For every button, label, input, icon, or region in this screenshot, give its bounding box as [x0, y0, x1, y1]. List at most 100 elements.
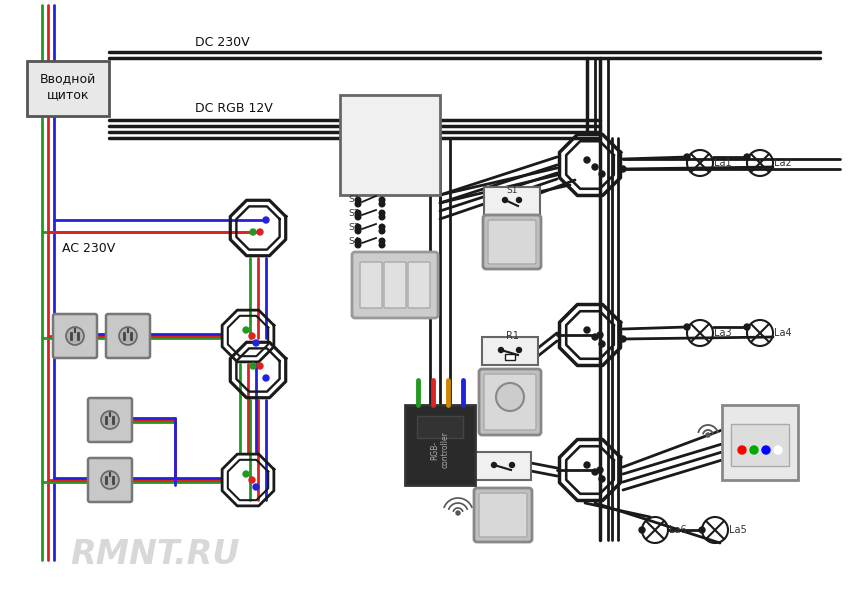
Circle shape — [257, 363, 263, 369]
Circle shape — [706, 433, 710, 437]
Circle shape — [738, 446, 746, 454]
FancyBboxPatch shape — [405, 405, 475, 485]
Circle shape — [744, 324, 750, 330]
Circle shape — [253, 484, 259, 490]
FancyBboxPatch shape — [352, 252, 438, 318]
FancyBboxPatch shape — [479, 493, 527, 537]
Circle shape — [379, 238, 385, 244]
Bar — [505, 354, 515, 360]
Circle shape — [639, 527, 645, 533]
FancyBboxPatch shape — [360, 262, 382, 308]
Circle shape — [584, 327, 590, 333]
Text: La6: La6 — [669, 525, 687, 535]
Circle shape — [498, 348, 503, 352]
Text: щиток: щиток — [47, 88, 89, 101]
Text: Вводной: Вводной — [40, 74, 96, 87]
Circle shape — [66, 327, 84, 345]
Circle shape — [249, 333, 255, 339]
Circle shape — [592, 469, 598, 475]
Circle shape — [243, 471, 249, 477]
Circle shape — [620, 336, 626, 342]
Text: La4: La4 — [774, 328, 791, 338]
FancyBboxPatch shape — [408, 262, 430, 308]
Circle shape — [355, 201, 360, 207]
FancyBboxPatch shape — [474, 488, 532, 542]
Circle shape — [355, 238, 360, 244]
Circle shape — [599, 171, 605, 177]
Circle shape — [250, 229, 256, 235]
FancyBboxPatch shape — [384, 262, 406, 308]
Circle shape — [509, 463, 514, 467]
Circle shape — [491, 463, 496, 467]
Circle shape — [684, 154, 690, 160]
FancyBboxPatch shape — [488, 220, 536, 264]
Circle shape — [101, 471, 119, 489]
FancyBboxPatch shape — [88, 458, 132, 502]
Circle shape — [379, 197, 385, 203]
Circle shape — [257, 229, 263, 235]
Circle shape — [456, 511, 460, 515]
Circle shape — [101, 411, 119, 429]
Circle shape — [597, 332, 603, 338]
Circle shape — [496, 383, 524, 411]
Circle shape — [355, 224, 360, 230]
FancyBboxPatch shape — [340, 95, 440, 195]
Circle shape — [750, 446, 758, 454]
Text: DC 230V: DC 230V — [195, 37, 250, 50]
Text: S1: S1 — [507, 186, 518, 195]
FancyBboxPatch shape — [482, 337, 538, 365]
Circle shape — [379, 210, 385, 216]
Circle shape — [584, 157, 590, 163]
Circle shape — [592, 164, 598, 170]
Text: La5: La5 — [729, 525, 747, 535]
Circle shape — [379, 224, 385, 230]
Text: La2: La2 — [774, 158, 791, 168]
Text: La1: La1 — [714, 158, 732, 168]
Circle shape — [517, 198, 522, 202]
Text: RGB-
controller: RGB- controller — [430, 431, 450, 468]
Circle shape — [263, 375, 269, 381]
Text: AC 230V: AC 230V — [62, 241, 116, 254]
Circle shape — [379, 228, 385, 234]
FancyBboxPatch shape — [484, 187, 540, 215]
FancyBboxPatch shape — [53, 314, 97, 358]
FancyBboxPatch shape — [731, 424, 789, 466]
Circle shape — [744, 154, 750, 160]
FancyBboxPatch shape — [417, 416, 463, 438]
Circle shape — [599, 476, 605, 482]
Circle shape — [243, 327, 249, 333]
Text: S2: S2 — [348, 208, 360, 218]
Text: La3: La3 — [714, 328, 732, 338]
Circle shape — [584, 462, 590, 468]
Circle shape — [502, 198, 507, 202]
Circle shape — [355, 197, 360, 203]
Circle shape — [249, 477, 255, 483]
Circle shape — [684, 324, 690, 330]
FancyBboxPatch shape — [722, 405, 798, 480]
Circle shape — [620, 166, 626, 172]
Text: R1: R1 — [507, 331, 519, 341]
Circle shape — [355, 242, 360, 248]
Circle shape — [263, 217, 269, 223]
Circle shape — [253, 340, 259, 346]
FancyBboxPatch shape — [479, 369, 541, 435]
Text: S3: S3 — [348, 222, 360, 231]
Circle shape — [592, 334, 598, 340]
Circle shape — [119, 327, 137, 345]
Circle shape — [379, 242, 385, 248]
Circle shape — [599, 341, 605, 347]
Circle shape — [250, 363, 256, 369]
Text: S1: S1 — [348, 195, 360, 205]
FancyBboxPatch shape — [483, 215, 541, 269]
FancyBboxPatch shape — [106, 314, 150, 358]
Circle shape — [762, 446, 770, 454]
FancyBboxPatch shape — [88, 398, 132, 442]
Circle shape — [355, 214, 360, 220]
Circle shape — [517, 348, 522, 352]
FancyBboxPatch shape — [27, 61, 109, 116]
Text: DC RGB 12V: DC RGB 12V — [195, 101, 273, 114]
Text: RMNT.RU: RMNT.RU — [71, 539, 240, 572]
Text: S4: S4 — [348, 237, 360, 245]
FancyBboxPatch shape — [475, 452, 531, 480]
Circle shape — [355, 210, 360, 216]
